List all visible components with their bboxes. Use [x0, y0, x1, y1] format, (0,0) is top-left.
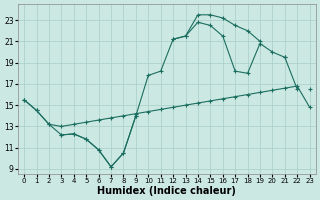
- X-axis label: Humidex (Indice chaleur): Humidex (Indice chaleur): [98, 186, 236, 196]
